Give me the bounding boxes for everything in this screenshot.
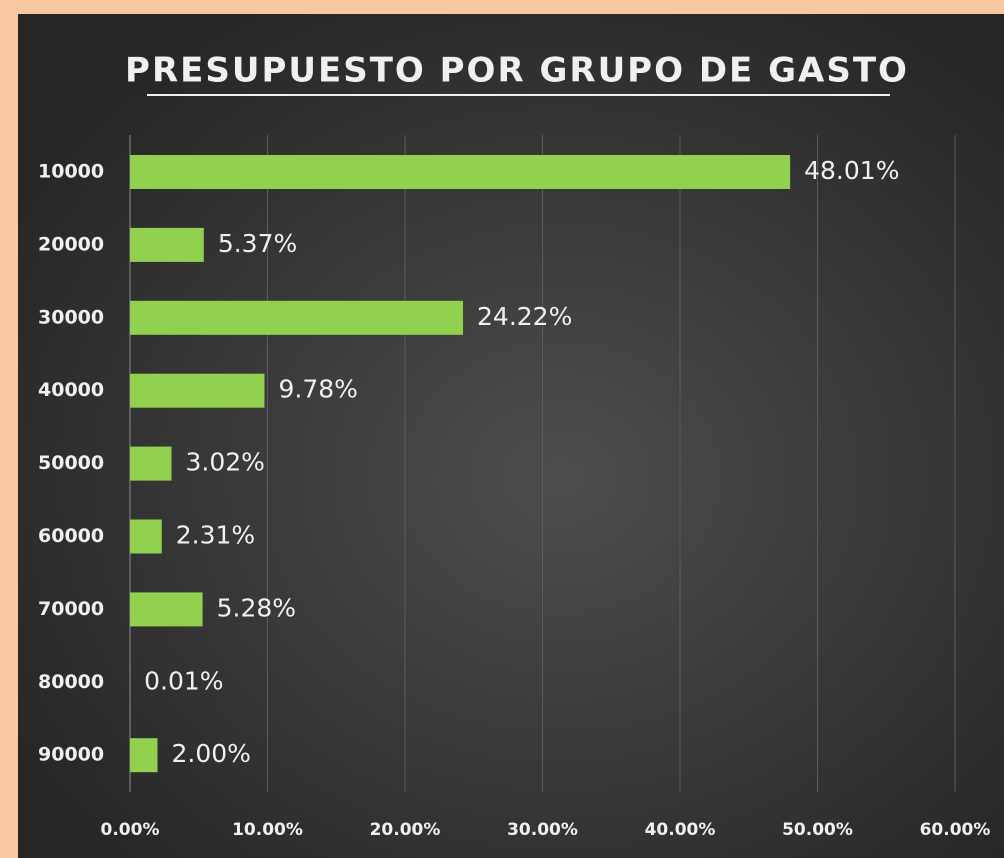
bar	[130, 155, 791, 189]
x-tick-label: 10.00%	[232, 820, 303, 840]
bar	[130, 446, 172, 481]
y-tick-label: 10000	[38, 161, 104, 183]
data-label: 24.22%	[477, 302, 572, 331]
data-label: 5.28%	[217, 593, 296, 622]
y-tick-label: 20000	[38, 233, 104, 255]
data-label: 9.78%	[278, 375, 357, 404]
data-label: 3.02%	[186, 448, 265, 477]
bar	[130, 519, 162, 554]
chart-title: PRESUPUESTO POR GRUPO DE GASTO	[125, 51, 909, 91]
x-tick-label: 40.00%	[645, 820, 716, 840]
data-label: 5.37%	[218, 229, 297, 258]
y-tick-label: 40000	[38, 379, 104, 401]
data-label: 2.31%	[176, 521, 255, 550]
bar	[130, 373, 265, 408]
bar	[130, 300, 464, 335]
y-tick-label: 60000	[38, 525, 104, 547]
y-tick-label: 30000	[38, 306, 104, 328]
bar	[130, 227, 204, 262]
data-label: 0.01%	[144, 666, 223, 695]
data-label: 2.00%	[172, 739, 251, 768]
chart-panel	[18, 14, 1004, 858]
y-tick-label: 50000	[38, 452, 104, 474]
x-tick-label: 30.00%	[507, 820, 578, 840]
x-tick-label: 50.00%	[782, 820, 853, 840]
x-tick-label: 60.00%	[920, 820, 991, 840]
bar	[130, 738, 158, 773]
data-label: 48.01%	[804, 156, 899, 185]
bar	[130, 592, 203, 627]
y-tick-label: 90000	[38, 744, 104, 766]
y-tick-label: 80000	[38, 671, 104, 693]
x-tick-label: 20.00%	[370, 820, 441, 840]
x-tick-label: 0.00%	[101, 820, 160, 840]
y-tick-label: 70000	[38, 598, 104, 620]
